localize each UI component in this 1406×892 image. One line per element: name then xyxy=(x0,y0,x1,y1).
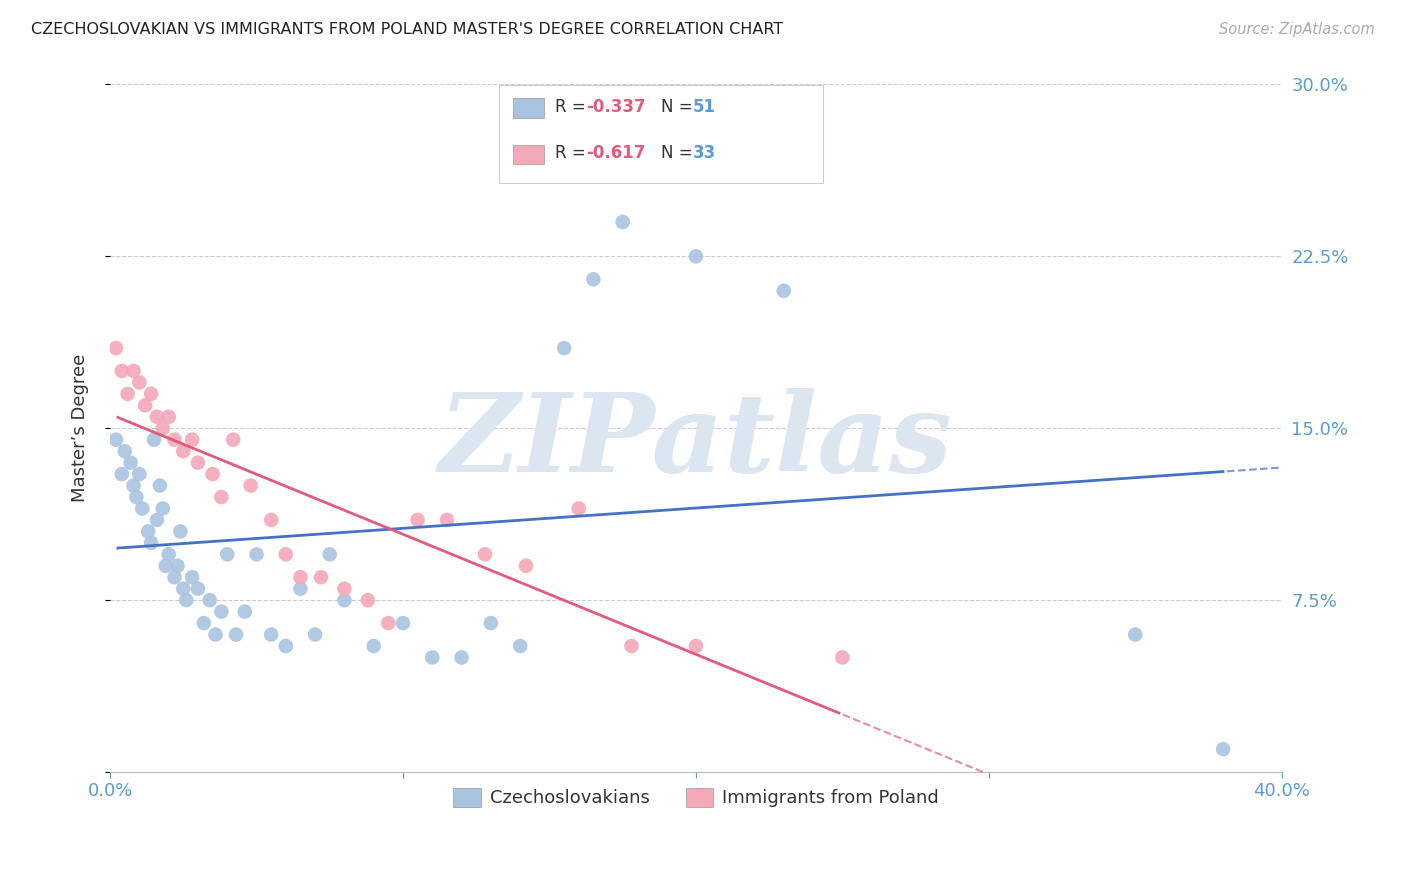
Point xyxy=(392,616,415,631)
Point xyxy=(1212,742,1234,756)
Point xyxy=(157,547,180,561)
Point xyxy=(134,398,156,412)
Point xyxy=(111,467,134,482)
Text: 33: 33 xyxy=(693,145,717,162)
Point xyxy=(201,467,224,482)
Text: Source: ZipAtlas.com: Source: ZipAtlas.com xyxy=(1219,22,1375,37)
Point xyxy=(290,570,312,584)
Point xyxy=(143,433,166,447)
Point xyxy=(187,456,209,470)
Point xyxy=(172,582,194,596)
Point xyxy=(169,524,191,539)
Point xyxy=(553,341,575,355)
Point xyxy=(260,513,283,527)
Point xyxy=(274,639,297,653)
Point xyxy=(166,558,188,573)
Legend: Czechoslovakians, Immigrants from Poland: Czechoslovakians, Immigrants from Poland xyxy=(446,780,946,814)
Point xyxy=(217,547,239,561)
Point xyxy=(225,627,247,641)
Point xyxy=(245,547,267,561)
Point xyxy=(420,650,443,665)
Point xyxy=(181,433,204,447)
Point xyxy=(146,513,169,527)
Point xyxy=(474,547,496,561)
Point xyxy=(260,627,283,641)
Point xyxy=(620,639,643,653)
Point xyxy=(233,605,256,619)
Text: -0.337: -0.337 xyxy=(586,98,645,116)
Point xyxy=(149,478,172,492)
Point xyxy=(436,513,458,527)
Point xyxy=(685,639,707,653)
Point xyxy=(685,249,707,263)
Point xyxy=(139,536,162,550)
Point xyxy=(450,650,472,665)
Point xyxy=(274,547,297,561)
Point xyxy=(187,582,209,596)
Text: ZIPatlas: ZIPatlas xyxy=(439,388,953,496)
Point xyxy=(209,490,232,504)
Point xyxy=(128,376,150,390)
Point xyxy=(309,570,332,584)
Point xyxy=(181,570,204,584)
Point xyxy=(146,409,169,424)
Point xyxy=(831,650,853,665)
Point xyxy=(157,409,180,424)
Point xyxy=(152,501,174,516)
Text: -0.617: -0.617 xyxy=(586,145,645,162)
Point xyxy=(155,558,177,573)
Point xyxy=(125,490,148,504)
Point xyxy=(136,524,159,539)
Point xyxy=(333,582,356,596)
Point xyxy=(1123,627,1146,641)
Point xyxy=(198,593,221,607)
Point xyxy=(104,433,127,447)
Point xyxy=(174,593,197,607)
Point xyxy=(163,433,186,447)
Point xyxy=(122,364,145,378)
Point xyxy=(509,639,531,653)
Point xyxy=(204,627,226,641)
Point xyxy=(193,616,215,631)
Point xyxy=(612,215,634,229)
Point xyxy=(152,421,174,435)
Point xyxy=(172,444,194,458)
Point xyxy=(377,616,399,631)
Point xyxy=(406,513,429,527)
Text: CZECHOSLOVAKIAN VS IMMIGRANTS FROM POLAND MASTER'S DEGREE CORRELATION CHART: CZECHOSLOVAKIAN VS IMMIGRANTS FROM POLAN… xyxy=(31,22,783,37)
Y-axis label: Master’s Degree: Master’s Degree xyxy=(72,354,89,502)
Point xyxy=(582,272,605,286)
Point xyxy=(333,593,356,607)
Point xyxy=(120,456,142,470)
Point xyxy=(122,478,145,492)
Point xyxy=(357,593,380,607)
Text: R =: R = xyxy=(555,145,592,162)
Text: 51: 51 xyxy=(693,98,716,116)
Point xyxy=(714,146,737,161)
Point xyxy=(515,558,537,573)
Text: R =: R = xyxy=(555,98,592,116)
Point xyxy=(114,444,136,458)
Point xyxy=(111,364,134,378)
Point xyxy=(772,284,794,298)
Point xyxy=(319,547,342,561)
Point xyxy=(139,387,162,401)
Text: N =: N = xyxy=(661,145,697,162)
Point xyxy=(363,639,385,653)
Text: N =: N = xyxy=(661,98,697,116)
Point xyxy=(163,570,186,584)
Point xyxy=(128,467,150,482)
Point xyxy=(479,616,502,631)
Point xyxy=(131,501,153,516)
Point xyxy=(104,341,127,355)
Point xyxy=(222,433,245,447)
Point xyxy=(290,582,312,596)
Point xyxy=(304,627,326,641)
Point xyxy=(209,605,232,619)
Point xyxy=(239,478,262,492)
Point xyxy=(568,501,591,516)
Point xyxy=(117,387,139,401)
